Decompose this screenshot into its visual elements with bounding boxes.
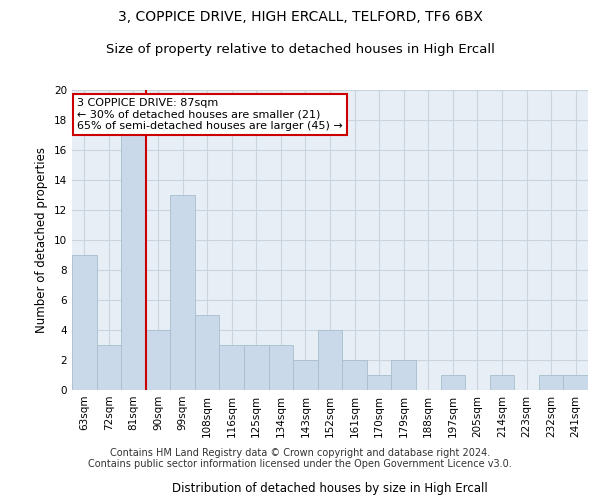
Bar: [293, 360, 318, 390]
Bar: [563, 375, 588, 390]
Bar: [244, 345, 269, 390]
Bar: [440, 375, 465, 390]
Text: 3 COPPICE DRIVE: 87sqm
← 30% of detached houses are smaller (21)
65% of semi-det: 3 COPPICE DRIVE: 87sqm ← 30% of detached…: [77, 98, 343, 130]
Bar: [342, 360, 367, 390]
Bar: [146, 330, 170, 390]
Text: Contains public sector information licensed under the Open Government Licence v3: Contains public sector information licen…: [88, 459, 512, 469]
Text: Size of property relative to detached houses in High Ercall: Size of property relative to detached ho…: [106, 42, 494, 56]
Bar: [318, 330, 342, 390]
Bar: [490, 375, 514, 390]
Bar: [220, 345, 244, 390]
Bar: [391, 360, 416, 390]
Bar: [195, 315, 220, 390]
Bar: [539, 375, 563, 390]
Bar: [72, 255, 97, 390]
Bar: [269, 345, 293, 390]
Bar: [121, 135, 146, 390]
Text: Distribution of detached houses by size in High Ercall: Distribution of detached houses by size …: [172, 482, 488, 495]
Bar: [170, 195, 195, 390]
Text: Contains HM Land Registry data © Crown copyright and database right 2024.: Contains HM Land Registry data © Crown c…: [110, 448, 490, 458]
Bar: [97, 345, 121, 390]
Bar: [367, 375, 391, 390]
Text: 3, COPPICE DRIVE, HIGH ERCALL, TELFORD, TF6 6BX: 3, COPPICE DRIVE, HIGH ERCALL, TELFORD, …: [118, 10, 482, 24]
Y-axis label: Number of detached properties: Number of detached properties: [35, 147, 49, 333]
